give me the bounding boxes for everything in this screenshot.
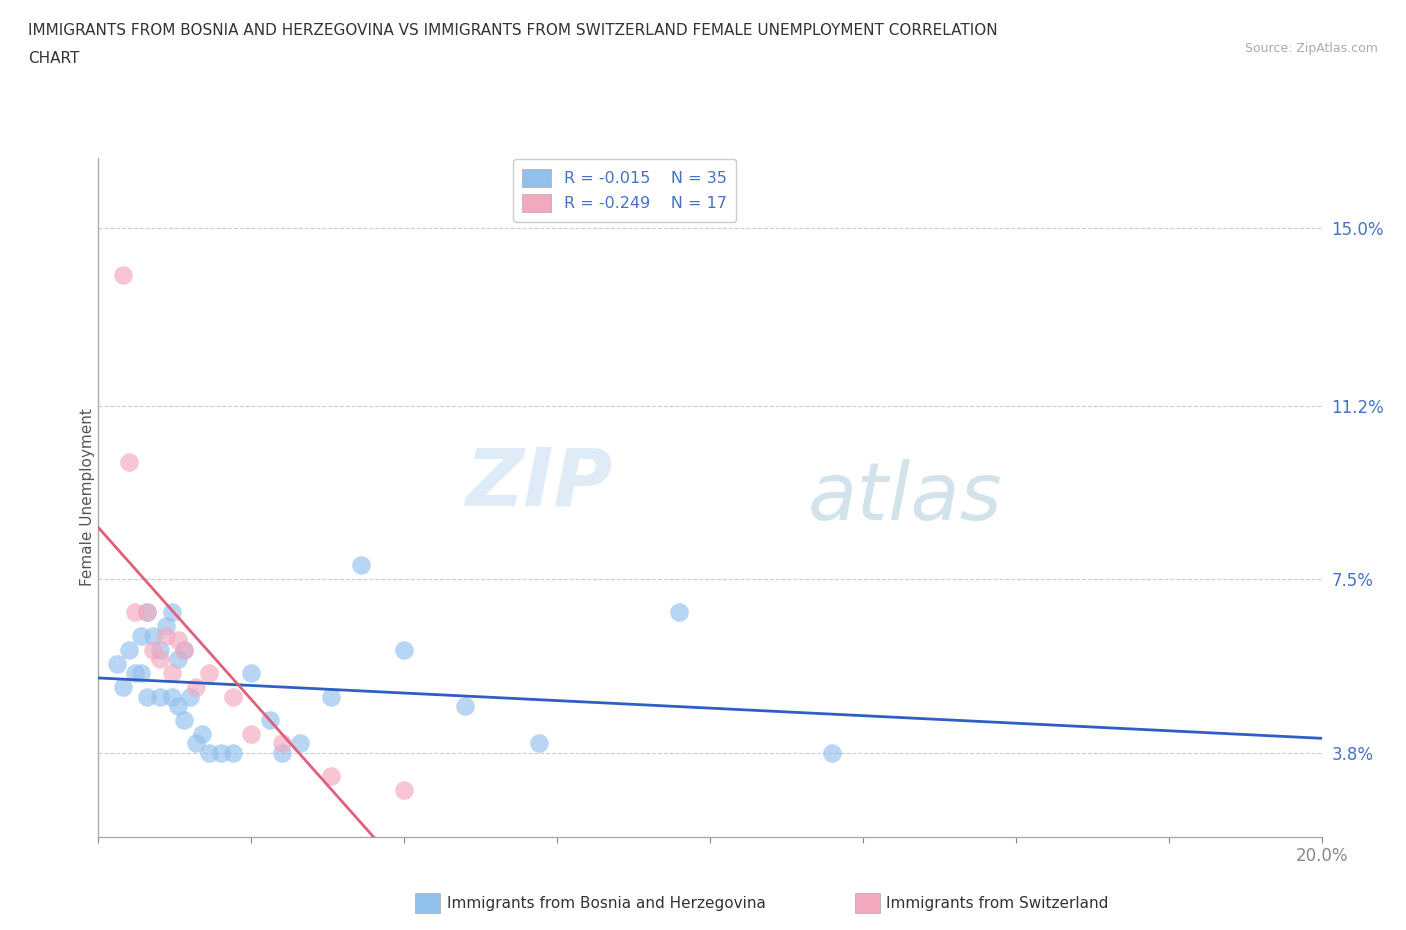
Point [173,712,195,727]
Point [222,745,245,760]
Point [209,745,232,760]
Point [160,689,183,704]
Legend: R = -0.015    N = 35, R = -0.249    N = 17: R = -0.015 N = 35, R = -0.249 N = 17 [513,159,737,221]
Point [319,769,342,784]
Point [111,268,134,283]
Point [222,689,245,704]
Point [111,680,134,695]
Point [167,698,190,713]
Point [124,604,146,619]
Text: IMMIGRANTS FROM BOSNIA AND HERZEGOVINA VS IMMIGRANTS FROM SWITZERLAND FEMALE UNE: IMMIGRANTS FROM BOSNIA AND HERZEGOVINA V… [28,23,998,38]
Point [240,726,263,741]
Point [118,643,141,658]
Text: Source: ZipAtlas.com: Source: ZipAtlas.com [1244,42,1378,55]
Text: atlas: atlas [808,458,1002,537]
Point [319,689,342,704]
Point [191,726,214,741]
Point [167,633,190,648]
Point [668,604,690,619]
Point [160,604,183,619]
Point [136,689,159,704]
Point [454,698,477,713]
Point [392,783,416,798]
Point [270,736,292,751]
Point [124,666,146,681]
Text: CHART: CHART [28,51,80,66]
Point [392,643,416,658]
Point [160,666,183,681]
Point [155,629,177,644]
Point [173,643,195,658]
Point [136,604,159,619]
Point [186,736,208,751]
Point [142,643,165,658]
Y-axis label: Female Unemployment: Female Unemployment [80,408,94,587]
Point [350,558,373,573]
Point [136,604,159,619]
Point [149,643,172,658]
Point [270,745,292,760]
Text: ZIP: ZIP [465,445,612,523]
Point [186,680,208,695]
Text: Immigrants from Switzerland: Immigrants from Switzerland [886,896,1108,910]
Point [105,657,128,671]
Point [142,629,165,644]
Point [118,455,141,470]
Point [821,745,844,760]
Point [197,745,219,760]
Point [173,643,195,658]
Point [240,666,263,681]
Point [129,629,152,644]
Point [167,652,190,667]
Point [129,666,152,681]
Text: Immigrants from Bosnia and Herzegovina: Immigrants from Bosnia and Herzegovina [447,896,766,910]
Point [527,736,550,751]
Point [179,689,201,704]
Point [155,618,177,633]
Point [149,689,172,704]
Point [149,652,172,667]
Point [290,736,312,751]
Point [259,712,281,727]
Point [197,666,219,681]
